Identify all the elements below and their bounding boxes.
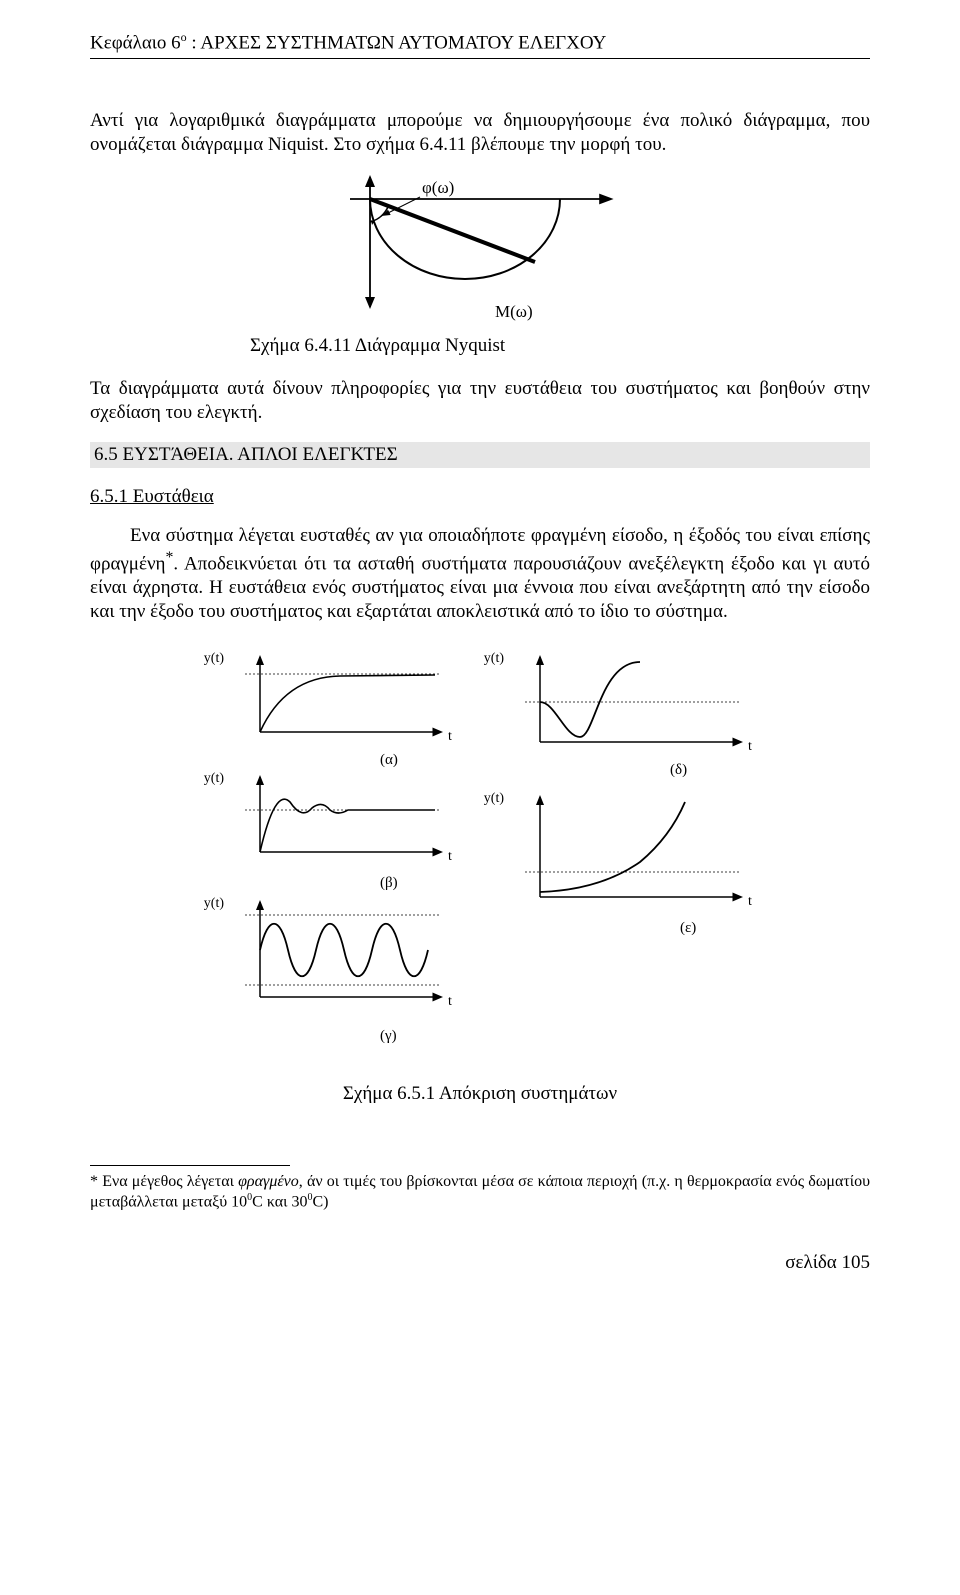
page-header: Κεφάλαιο 6ο : ΑΡΧΕΣ ΣΥΣΤΗΜΑΤΩΝ ΑΥΤΟΜΑΤΟΥ…	[90, 30, 870, 59]
chapter-title: : ΑΡΧΕΣ ΣΥΣΤΗΜΑΤΩΝ ΑΥΤΟΜΑΤΟΥ ΕΛΕΓΧΟΥ	[187, 32, 607, 53]
panel-epsilon-label: (ε)	[680, 920, 696, 936]
panel-beta-label: (β)	[380, 875, 398, 891]
footnote-italic: φραγμένο	[238, 1173, 299, 1190]
svg-text:y(t): y(t)	[204, 771, 225, 786]
footnote: * Ενα μέγεθος λέγεται φραγμένο, άν οι τι…	[90, 1172, 870, 1212]
paragraph-1: Αντί για λογαριθμικά διαγράμματα μπορούμ…	[90, 109, 870, 157]
svg-text:t: t	[448, 849, 452, 864]
footnote-mid2: C και 30	[252, 1193, 307, 1210]
responses-caption: Σχήμα 6.5.1 Απόκριση συστημάτων	[90, 1083, 870, 1105]
footnote-end: C)	[312, 1193, 328, 1210]
para3-post: . Αποδεικνύεται ότι τα ασταθή συστήματα …	[90, 553, 870, 622]
panel-alpha-label: (α)	[380, 752, 398, 768]
phi-label: φ(ω)	[422, 178, 454, 197]
nyquist-caption: Σχήμα 6.4.11 Διάγραμμα Nyquist	[250, 335, 870, 357]
svg-text:y(t): y(t)	[204, 896, 225, 911]
nyquist-figure: φ(ω) Μ(ω)	[90, 167, 870, 327]
paragraph-3: Ενα σύστημα λέγεται ευσταθές αν για οποι…	[90, 524, 870, 623]
section-6-5-heading: 6.5 ΕΥΣΤΆΘΕΙΑ. ΑΠΛΟΙ ΕΛΕΓΚΤΕΣ	[90, 442, 870, 468]
svg-text:y(t): y(t)	[204, 651, 225, 666]
page-number: σελίδα 105	[90, 1252, 870, 1274]
svg-text:y(t): y(t)	[484, 791, 505, 806]
chapter-label: Κεφάλαιο 6	[90, 32, 181, 53]
svg-text:t: t	[748, 894, 752, 909]
paragraph-2: Τα διαγράμματα αυτά δίνουν πληροφορίες γ…	[90, 377, 870, 425]
m-label: Μ(ω)	[495, 302, 533, 321]
subsection-6-5-1: 6.5.1 Ευστάθεια	[90, 486, 870, 508]
panel-gamma-label: (γ)	[380, 1028, 397, 1044]
svg-text:t: t	[448, 729, 452, 744]
footnote-pre: * Ενα μέγεθος λέγεται	[90, 1173, 238, 1190]
panel-delta-label: (δ)	[670, 762, 687, 778]
svg-text:t: t	[448, 994, 452, 1009]
page-number-label: σελίδα	[785, 1252, 836, 1273]
footnote-separator	[90, 1165, 290, 1166]
responses-figure: y(t) t (α) y(t) t	[90, 642, 870, 1077]
page-number-value: 105	[842, 1252, 871, 1273]
svg-text:y(t): y(t)	[484, 651, 505, 666]
svg-text:t: t	[748, 739, 752, 754]
